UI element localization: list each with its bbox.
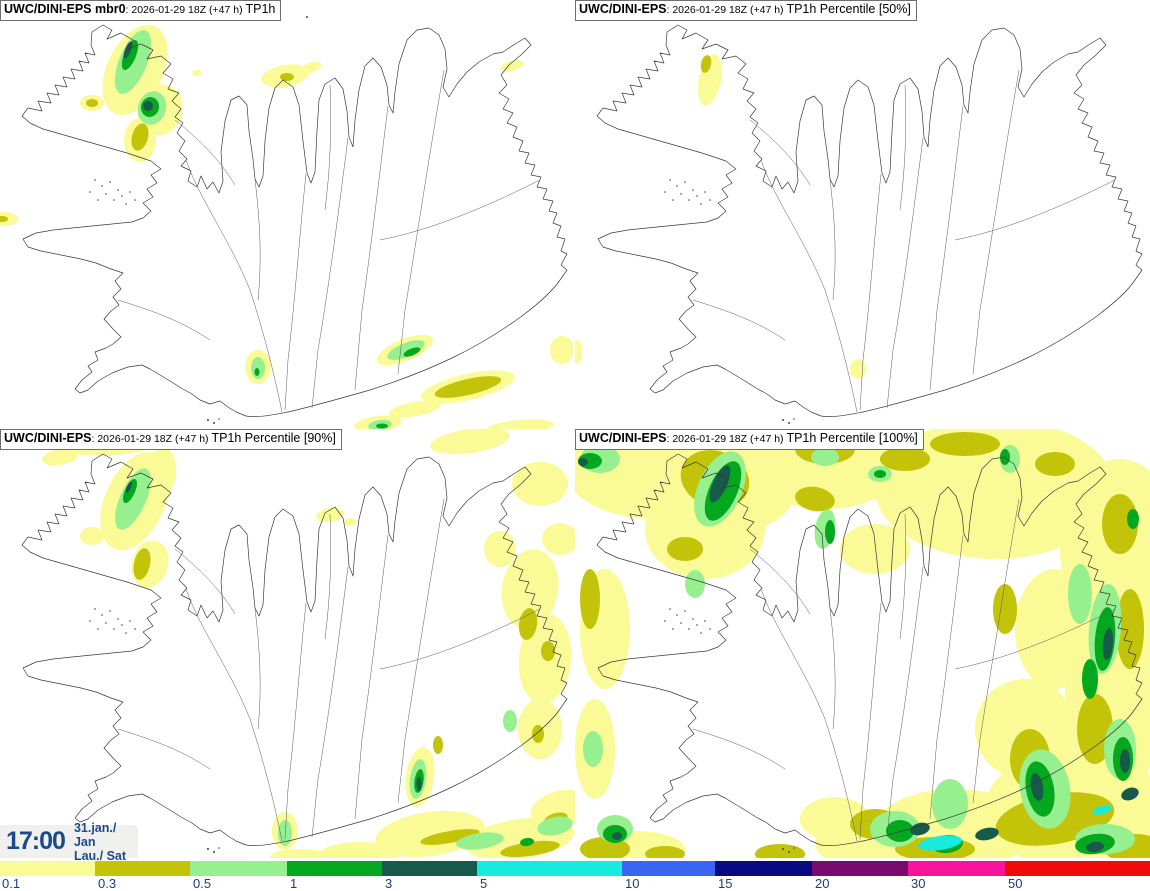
param-label: TP1h Percentile [100%]: [786, 431, 918, 445]
map-panel-p90: UWC/DINI-EPS: 2026-01-29 18Z (+47 h) TP1…: [0, 429, 575, 858]
precip-overlay-mbr0: [0, 12, 574, 429]
legend-segment: [908, 861, 1005, 876]
legend-segment: [477, 861, 622, 876]
map-mbr0: [0, 12, 574, 429]
legend-label: 3: [385, 876, 393, 891]
valid-time: 17:00: [6, 827, 66, 855]
legend-segment: [0, 861, 95, 876]
legend-label: 50: [1008, 876, 1023, 891]
panel-title-p100: UWC/DINI-EPS: 2026-01-29 18Z (+47 h) TP1…: [575, 429, 924, 450]
legend-segment: [812, 861, 908, 876]
legend-label: 5: [480, 876, 488, 891]
precip-overlay-p90: [0, 429, 575, 858]
model-label: UWC/DINI-EPS mbr0: [4, 2, 126, 16]
legend-segment: [287, 861, 382, 876]
legend-bar: [0, 861, 1150, 876]
map-p90: [0, 429, 575, 858]
legend-label: 1: [290, 876, 298, 891]
panel-grid: UWC/DINI-EPS mbr0: 2026-01-29 18Z (+47 h…: [0, 0, 1150, 858]
map-panel-p50: UWC/DINI-EPS: 2026-01-29 18Z (+47 h) TP1…: [575, 0, 1150, 429]
run-label: : 2026-01-29 18Z (+47 h): [666, 433, 787, 445]
legend-label: 20: [815, 876, 830, 891]
legend-label: 10: [625, 876, 640, 891]
legend-segment: [95, 861, 190, 876]
legend-label: 0.5: [193, 876, 212, 891]
legend-segment: [715, 861, 812, 876]
param-label: TP1h Percentile [50%]: [786, 2, 911, 16]
run-label: : 2026-01-29 18Z (+47 h): [666, 4, 787, 16]
model-label: UWC/DINI-EPS: [579, 2, 667, 16]
map-panel-mbr0: UWC/DINI-EPS mbr0: 2026-01-29 18Z (+47 h…: [0, 0, 575, 429]
model-label: UWC/DINI-EPS: [579, 431, 667, 445]
valid-date: 31.jan./ Jan Lau./ Sat: [74, 821, 134, 863]
legend-label: 0.1: [2, 876, 21, 891]
param-label: TP1h: [245, 2, 276, 16]
valid-weekday-line: Lau./ Sat: [73, 848, 127, 863]
precip-overlay-p100: [575, 429, 1150, 858]
legend-label: 30: [911, 876, 926, 891]
legend-segment: [190, 861, 287, 876]
legend-label: 15: [718, 876, 733, 891]
run-label: : 2026-01-29 18Z (+47 h): [91, 433, 212, 445]
valid-date-line: 31.jan./ Jan: [73, 820, 117, 849]
legend-label: 0.3: [98, 876, 117, 891]
map-panel-p100: UWC/DINI-EPS: 2026-01-29 18Z (+47 h) TP1…: [575, 429, 1150, 858]
run-label: : 2026-01-29 18Z (+47 h): [125, 4, 246, 16]
panel-title-mbr0: UWC/DINI-EPS mbr0: 2026-01-29 18Z (+47 h…: [0, 0, 282, 21]
panel-title-p50: UWC/DINI-EPS: 2026-01-29 18Z (+47 h) TP1…: [575, 0, 917, 21]
map-p50: [575, 15, 1143, 425]
map-p100: [575, 429, 1150, 858]
legend-segment: [382, 861, 477, 876]
model-label: UWC/DINI-EPS: [4, 431, 92, 445]
legend-segment: [622, 861, 715, 876]
panel-title-p90: UWC/DINI-EPS: 2026-01-29 18Z (+47 h) TP1…: [0, 429, 342, 450]
param-label: TP1h Percentile [90%]: [211, 431, 336, 445]
valid-time-box: 17:00 31.jan./ Jan Lau./ Sat: [0, 821, 138, 863]
legend-colorbar: 0.1 0.3 0.5 1 3 5 10 15 20 30 50: [0, 858, 1150, 891]
legend-segment: [1005, 861, 1150, 876]
